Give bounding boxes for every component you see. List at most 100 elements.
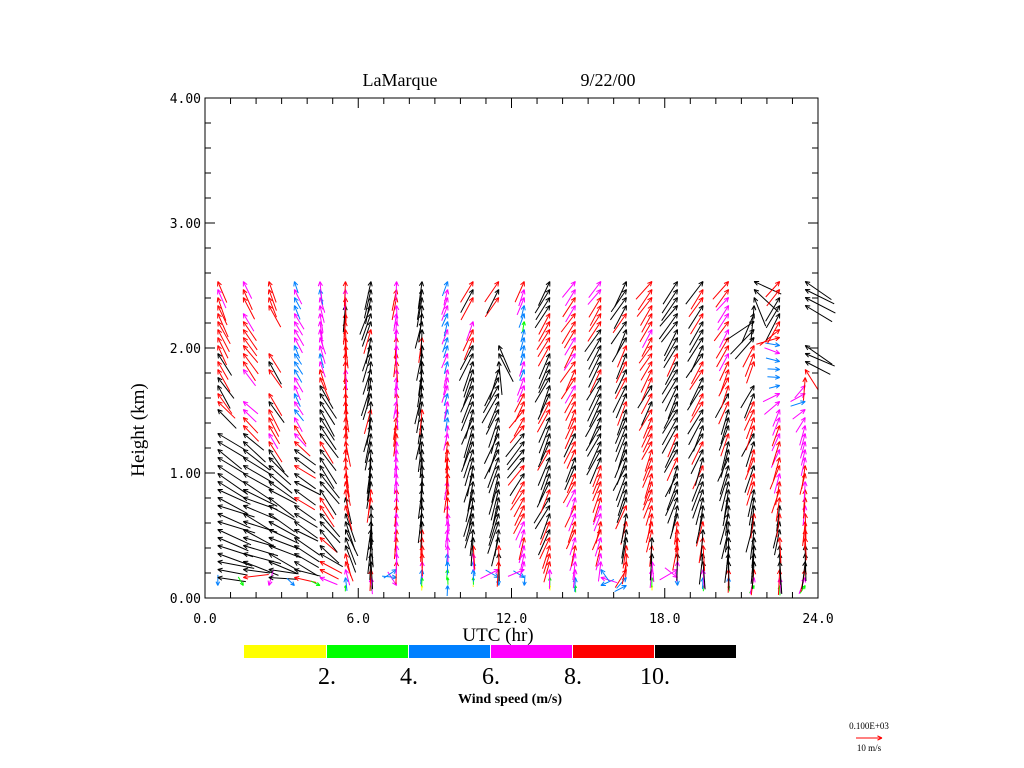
- arrow-shaft: [616, 353, 627, 380]
- arrow-shaft: [749, 505, 755, 537]
- wind-vector: [443, 289, 450, 306]
- arrow-shaft: [673, 521, 679, 545]
- wind-vector: [535, 297, 551, 321]
- arrow-shaft: [416, 289, 423, 320]
- arrow-shaft: [319, 441, 334, 464]
- arrow-head: [596, 369, 602, 374]
- arrow-shaft: [487, 401, 500, 429]
- arrow-head: [621, 289, 627, 293]
- wind-vector: [518, 529, 526, 548]
- arrow-head: [217, 561, 223, 565]
- arrow-shaft: [640, 361, 653, 381]
- arrow-shaft: [462, 377, 474, 406]
- arrow-shaft: [574, 577, 576, 592]
- arrow-head: [596, 305, 602, 309]
- arrow-shaft: [520, 329, 525, 343]
- arrow-shaft: [494, 529, 500, 557]
- arrow-shaft: [417, 385, 423, 416]
- arrow-head: [243, 441, 249, 444]
- arrow-shaft: [589, 457, 602, 485]
- wind-vector: [717, 313, 730, 331]
- arrow-head: [469, 393, 474, 398]
- arrow-shaft: [720, 417, 730, 445]
- arrow-shaft: [776, 505, 781, 532]
- arrow-head: [370, 417, 373, 423]
- wind-vector: [745, 425, 756, 451]
- arrow-head: [673, 289, 678, 293]
- arrow-shaft: [243, 465, 275, 484]
- arrow-head: [217, 473, 223, 475]
- arrow-shaft: [595, 545, 602, 567]
- arrow-head: [523, 581, 527, 586]
- arrow-shaft: [690, 289, 704, 310]
- wind-vector: [242, 337, 258, 357]
- arrow-head: [370, 289, 373, 295]
- wind-vector: [563, 441, 576, 464]
- arrow-shaft: [217, 377, 235, 399]
- arrow-shaft: [564, 289, 576, 307]
- wind-vector: [268, 465, 292, 486]
- arrow-shaft: [640, 305, 653, 326]
- wind-vector: [463, 369, 475, 398]
- arrow-head: [268, 409, 274, 413]
- wind-vector: [268, 529, 300, 544]
- wind-vector: [394, 305, 400, 326]
- arrow-head: [702, 401, 704, 407]
- wind-vector: [537, 529, 551, 556]
- wind-vector: [641, 425, 653, 448]
- arrow-head: [650, 289, 653, 295]
- arrow-head: [801, 449, 806, 454]
- arrow-head: [217, 537, 222, 542]
- x-tick-labels: 0.0 6.0 12.0 18.0 24.0: [193, 612, 833, 627]
- arrow-shaft: [687, 337, 704, 362]
- arrow-shaft: [661, 417, 678, 446]
- arrow-head: [470, 529, 474, 535]
- arrow-head: [802, 561, 806, 567]
- arrow-head: [647, 281, 653, 284]
- arrow-shaft: [790, 401, 806, 407]
- arrow-head: [753, 297, 759, 302]
- arrow-shaft: [293, 305, 301, 320]
- arrow-shaft: [507, 465, 525, 486]
- wind-vector: [742, 345, 755, 368]
- arrow-shaft: [217, 393, 233, 414]
- arrow-head: [345, 577, 349, 583]
- arrow-head: [319, 401, 325, 405]
- arrow-head: [779, 441, 781, 447]
- arrow-shaft: [294, 497, 316, 511]
- arrow-head: [520, 297, 525, 302]
- arrow-head: [673, 409, 678, 413]
- arrow-head: [495, 425, 500, 430]
- wind-vector: [293, 513, 318, 528]
- wind-vector: [537, 449, 551, 471]
- arrow-head: [217, 337, 222, 342]
- wind-vector: [443, 321, 450, 337]
- arrow-head: [498, 425, 501, 431]
- wind-vector: [564, 337, 576, 356]
- wind-vector: [463, 449, 475, 479]
- arrow-shaft: [268, 521, 300, 539]
- wind-vector: [268, 433, 279, 450]
- wind-vector: [537, 441, 551, 468]
- arrow-shaft: [293, 321, 303, 336]
- wind-vector: [612, 385, 627, 413]
- arrow-shaft: [394, 441, 398, 460]
- arrow-shaft: [665, 489, 678, 517]
- arrow-shaft: [268, 497, 295, 518]
- arrow-head: [294, 409, 300, 413]
- arrow-shaft: [445, 417, 449, 432]
- arrow-shaft: [513, 570, 525, 578]
- arrow-head: [574, 353, 576, 359]
- arrow-head: [750, 481, 755, 486]
- arrow-head: [294, 577, 299, 581]
- wind-vector: [664, 385, 679, 412]
- arrow-head: [447, 473, 451, 479]
- wind-vector: [443, 361, 450, 374]
- arrow-head: [317, 281, 321, 287]
- arrow-head: [293, 433, 297, 439]
- arrow-shaft: [268, 393, 283, 416]
- arrow-head: [548, 329, 551, 335]
- arrow-shaft: [520, 553, 525, 570]
- arrow-shaft: [649, 553, 653, 581]
- arrow-head: [775, 433, 781, 438]
